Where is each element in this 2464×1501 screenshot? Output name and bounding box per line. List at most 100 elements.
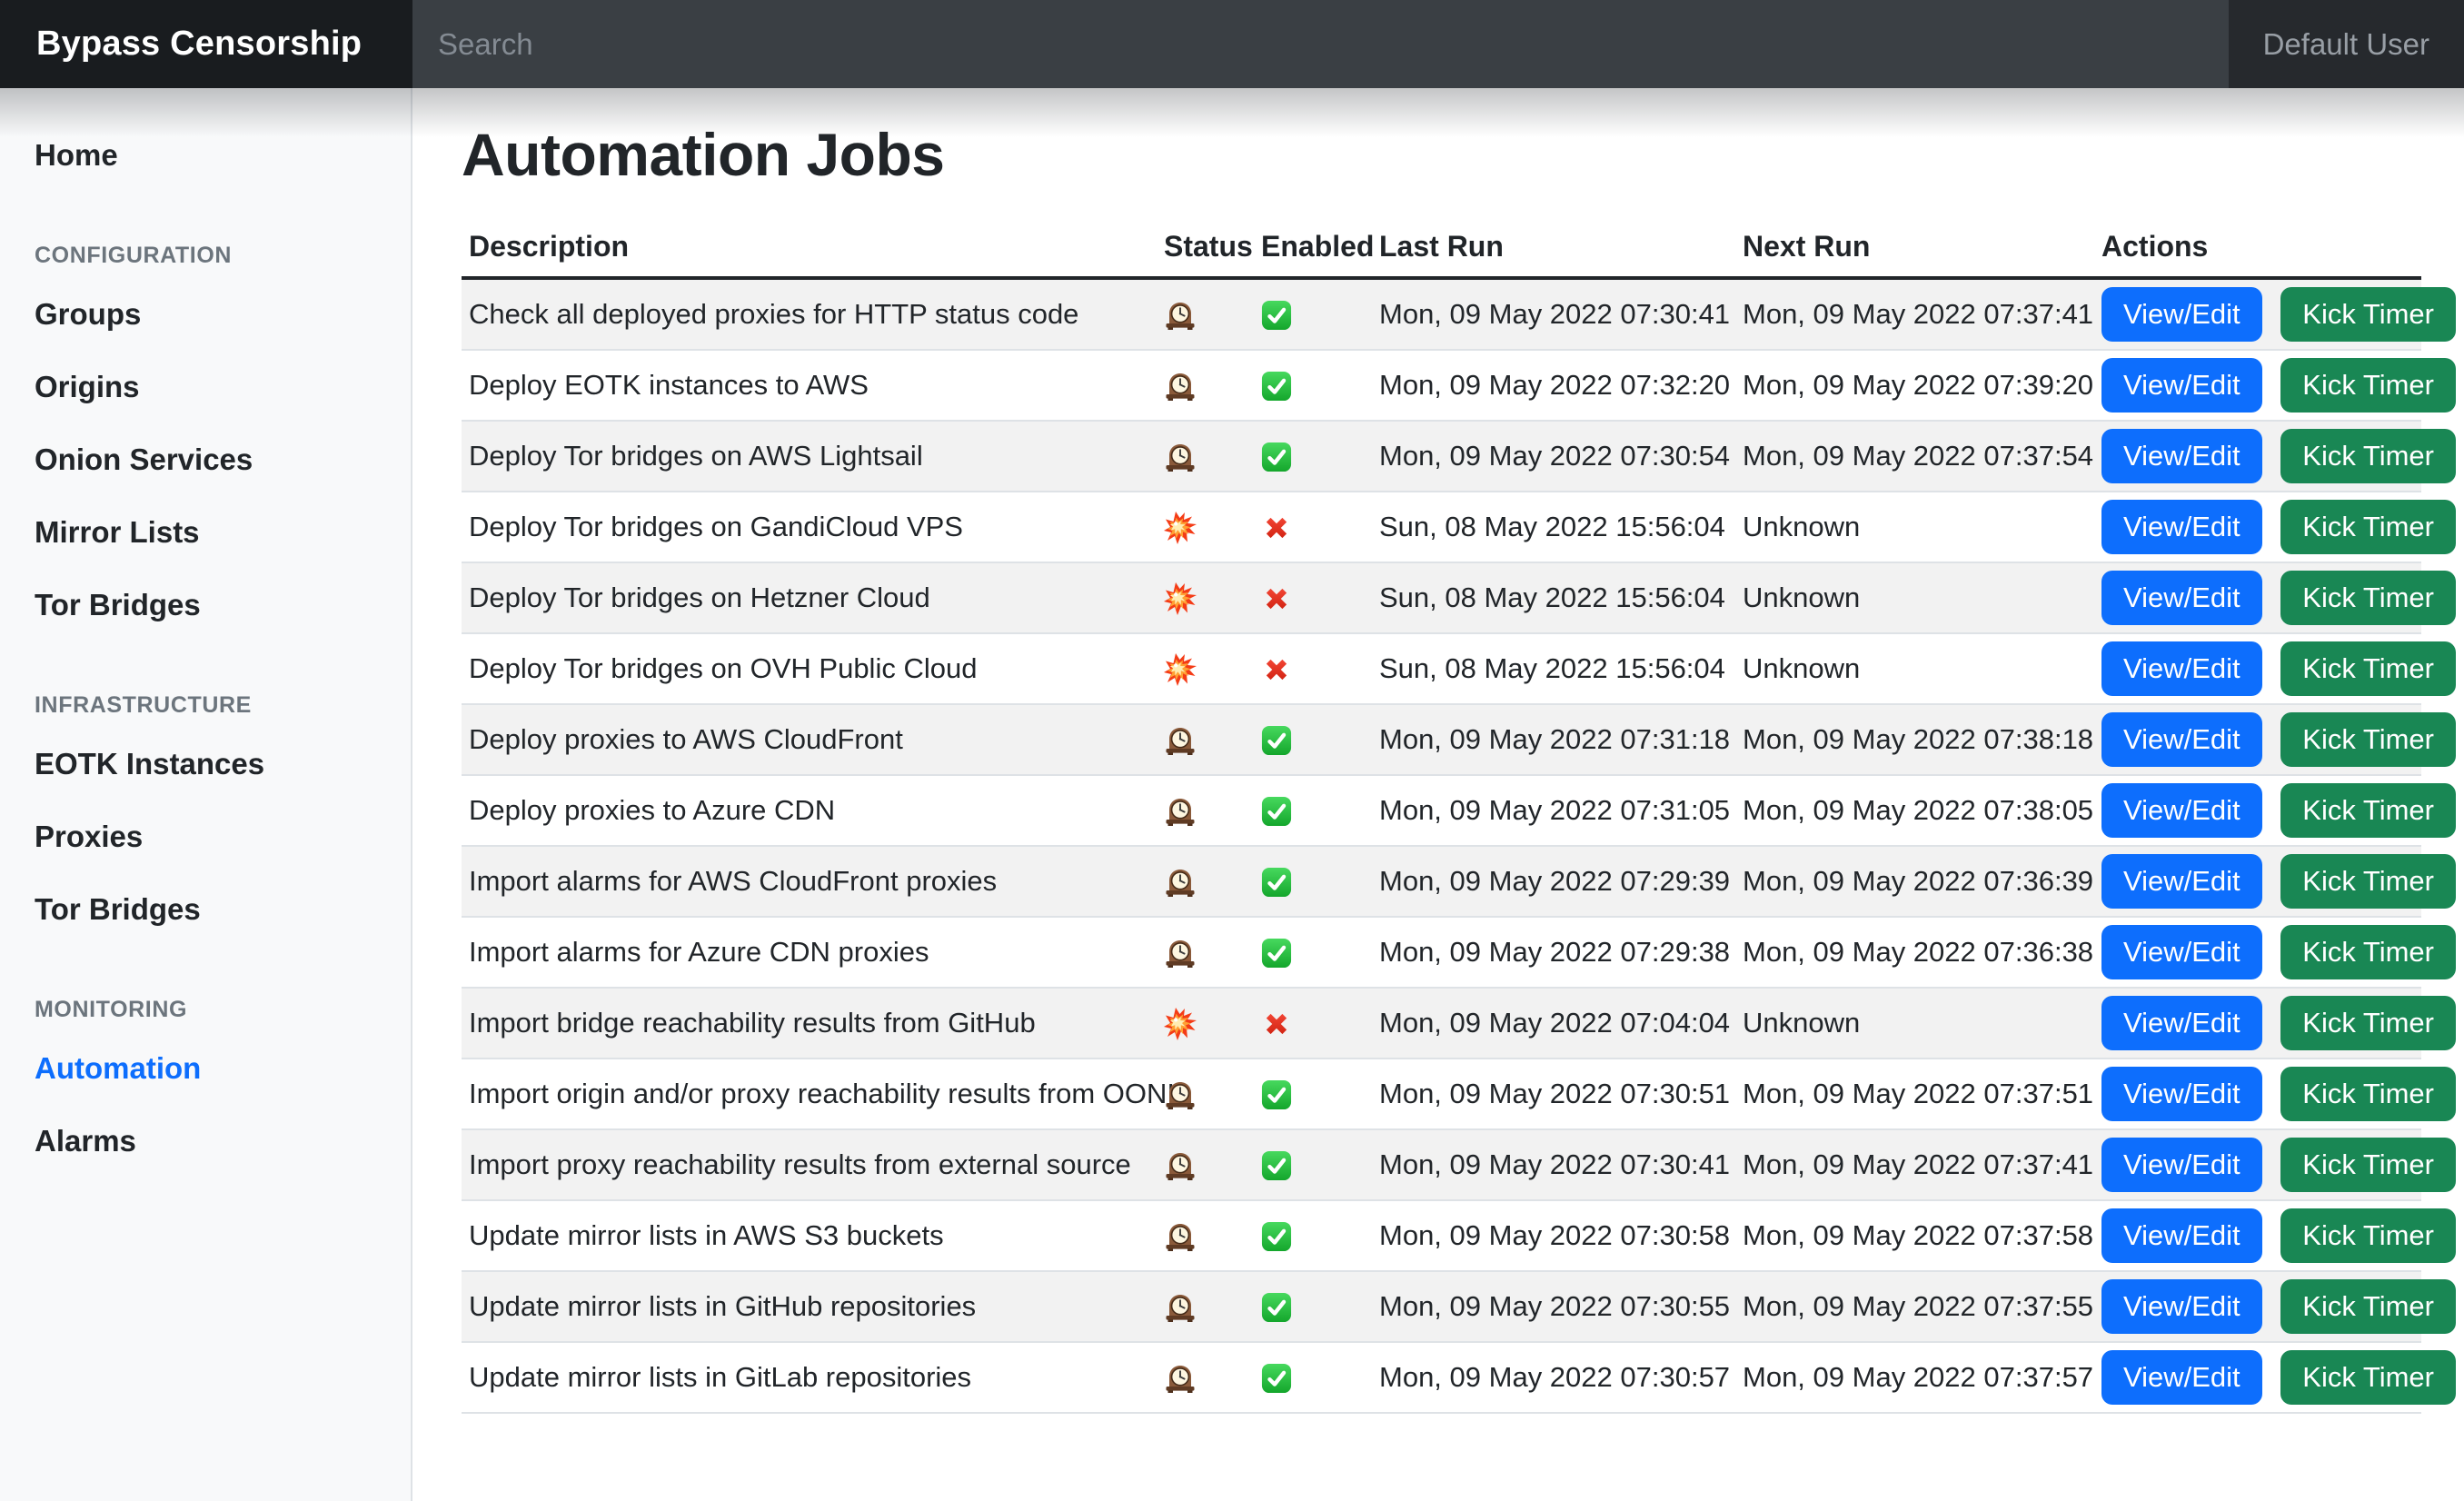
job-description: Update mirror lists in AWS S3 buckets [462, 1199, 1157, 1272]
mantel-clock-icon [1164, 370, 1197, 403]
job-description: Check all deployed proxies for HTTP stat… [462, 277, 1157, 351]
kick-timer-button[interactable]: Kick Timer [2280, 1350, 2456, 1405]
view-edit-button[interactable]: View/Edit [2101, 854, 2262, 909]
sidebar-item-automation[interactable]: Automation [35, 1051, 202, 1085]
check-mark-icon [1261, 938, 1292, 969]
column-header-status: Status [1157, 216, 1254, 280]
check-mark-icon [1261, 796, 1292, 827]
view-edit-button[interactable]: View/Edit [2101, 925, 2262, 979]
cross-mark-icon [1261, 654, 1292, 685]
view-edit-button[interactable]: View/Edit [2101, 1279, 2262, 1334]
table-row: Deploy proxies to Azure CDN [462, 774, 2456, 847]
collision-icon [1164, 1007, 1197, 1040]
view-edit-button[interactable]: View/Edit [2101, 1350, 2262, 1405]
job-next-run: Unknown [1735, 491, 2094, 563]
sidebar-item-proxies[interactable]: Proxies [35, 820, 144, 853]
mantel-clock-icon [1164, 1362, 1197, 1395]
sidebar-item-home[interactable]: Home [35, 138, 118, 172]
mantel-clock-icon [1164, 1079, 1197, 1111]
view-edit-button[interactable]: View/Edit [2101, 571, 2262, 625]
job-description: Update mirror lists in GitLab repositori… [462, 1341, 1157, 1414]
search-bar [412, 0, 2229, 88]
column-header-enabled: Enabled [1254, 216, 1374, 280]
sidebar-item-tor-bridges[interactable]: Tor Bridges [35, 588, 201, 621]
table-row: Import alarms for Azure CDN proxies [462, 916, 2456, 989]
kick-timer-button[interactable]: Kick Timer [2280, 358, 2456, 413]
kick-timer-button[interactable]: Kick Timer [2280, 712, 2456, 767]
view-edit-button[interactable]: View/Edit [2101, 358, 2262, 413]
kick-timer-button[interactable]: Kick Timer [2280, 1067, 2456, 1121]
table-row: Deploy Tor bridges on GandiCloud VPS Sun… [462, 491, 2456, 563]
job-next-run: Mon, 09 May 2022 07:37:51 [1735, 1058, 2094, 1130]
view-edit-button[interactable]: View/Edit [2101, 783, 2262, 838]
table-row: Deploy EOTK instances to AWS [462, 349, 2456, 422]
main-layout: Home CONFIGURATION Groups Origins Onion Serv… [0, 88, 2464, 1501]
view-edit-button[interactable]: View/Edit [2101, 712, 2262, 767]
mantel-clock-icon [1164, 299, 1197, 332]
kick-timer-button[interactable]: Kick Timer [2280, 287, 2456, 342]
kick-timer-button[interactable]: Kick Timer [2280, 996, 2456, 1050]
mantel-clock-icon [1164, 441, 1197, 473]
job-last-run: Mon, 09 May 2022 07:30:41 [1372, 1128, 1735, 1201]
check-mark-icon [1261, 1221, 1292, 1252]
table-row: Import proxy reachability results from e… [462, 1128, 2456, 1201]
job-next-run: Mon, 09 May 2022 07:37:57 [1735, 1341, 2094, 1414]
view-edit-button[interactable]: View/Edit [2101, 429, 2262, 483]
kick-timer-button[interactable]: Kick Timer [2280, 1138, 2456, 1192]
view-edit-button[interactable]: View/Edit [2101, 287, 2262, 342]
user-menu[interactable]: Default User [2228, 0, 2464, 88]
job-last-run: Mon, 09 May 2022 07:29:39 [1372, 845, 1735, 918]
view-edit-button[interactable]: View/Edit [2101, 1138, 2262, 1192]
collision-icon [1164, 511, 1197, 544]
job-description: Update mirror lists in GitHub repositori… [462, 1270, 1157, 1343]
job-next-run: Mon, 09 May 2022 07:38:18 [1735, 703, 2094, 776]
kick-timer-button[interactable]: Kick Timer [2280, 1279, 2456, 1334]
job-next-run: Unknown [1735, 987, 2094, 1059]
mantel-clock-icon [1164, 724, 1197, 757]
collision-icon [1164, 582, 1197, 615]
brand-link[interactable]: Bypass Censorship [0, 0, 412, 88]
sidebar-item-alarms[interactable]: Alarms [35, 1124, 136, 1158]
kick-timer-button[interactable]: Kick Timer [2280, 925, 2456, 979]
sidebar-nav: Home CONFIGURATION Groups Origins Onion Serv… [0, 88, 412, 1501]
view-edit-button[interactable]: View/Edit [2101, 1067, 2262, 1121]
cross-mark-icon [1261, 1009, 1292, 1039]
kick-timer-button[interactable]: Kick Timer [2280, 429, 2456, 483]
table-row: Import bridge reachability results from … [462, 987, 2456, 1059]
sidebar-section-monitoring: MONITORING [35, 997, 188, 1022]
job-last-run: Mon, 09 May 2022 07:04:04 [1372, 987, 1735, 1059]
job-last-run: Mon, 09 May 2022 07:31:18 [1372, 703, 1735, 776]
cross-mark-icon [1261, 583, 1292, 614]
kick-timer-button[interactable]: Kick Timer [2280, 571, 2456, 625]
view-edit-button[interactable]: View/Edit [2101, 1208, 2262, 1263]
job-last-run: Mon, 09 May 2022 07:30:41 [1372, 277, 1735, 351]
kick-timer-button[interactable]: Kick Timer [2280, 1208, 2456, 1263]
check-mark-icon [1261, 1363, 1292, 1394]
sidebar-item-origins[interactable]: Origins [35, 370, 140, 403]
job-next-run: Mon, 09 May 2022 07:37:55 [1735, 1270, 2094, 1343]
table-row: Update mirror lists in GitLab repositori… [462, 1341, 2456, 1414]
job-last-run: Mon, 09 May 2022 07:32:20 [1372, 349, 1735, 422]
sidebar-item-eotk-instances[interactable]: EOTK Instances [35, 747, 265, 780]
sidebar-item-onion-services[interactable]: Onion Services [35, 442, 253, 476]
column-header-description: Description [462, 216, 1157, 280]
job-last-run: Mon, 09 May 2022 07:30:54 [1372, 420, 1735, 492]
job-description: Deploy Tor bridges on Hetzner Cloud [462, 562, 1157, 634]
view-edit-button[interactable]: View/Edit [2101, 996, 2262, 1050]
job-next-run: Mon, 09 May 2022 07:39:20 [1735, 349, 2094, 422]
kick-timer-button[interactable]: Kick Timer [2280, 500, 2456, 554]
sidebar-item-groups[interactable]: Groups [35, 297, 142, 331]
search-input[interactable] [412, 0, 2229, 88]
kick-timer-button[interactable]: Kick Timer [2280, 783, 2456, 838]
job-description: Deploy proxies to Azure CDN [462, 774, 1157, 847]
view-edit-button[interactable]: View/Edit [2101, 500, 2262, 554]
job-last-run: Sun, 08 May 2022 15:56:04 [1372, 491, 1735, 563]
job-next-run: Mon, 09 May 2022 07:37:41 [1735, 1128, 2094, 1201]
view-edit-button[interactable]: View/Edit [2101, 641, 2262, 696]
sidebar-item-tor-bridges[interactable]: Tor Bridges [35, 892, 201, 926]
sidebar-item-mirror-lists[interactable]: Mirror Lists [35, 515, 200, 549]
kick-timer-button[interactable]: Kick Timer [2280, 641, 2456, 696]
job-next-run: Unknown [1735, 562, 2094, 634]
mantel-clock-icon [1164, 795, 1197, 828]
kick-timer-button[interactable]: Kick Timer [2280, 854, 2456, 909]
